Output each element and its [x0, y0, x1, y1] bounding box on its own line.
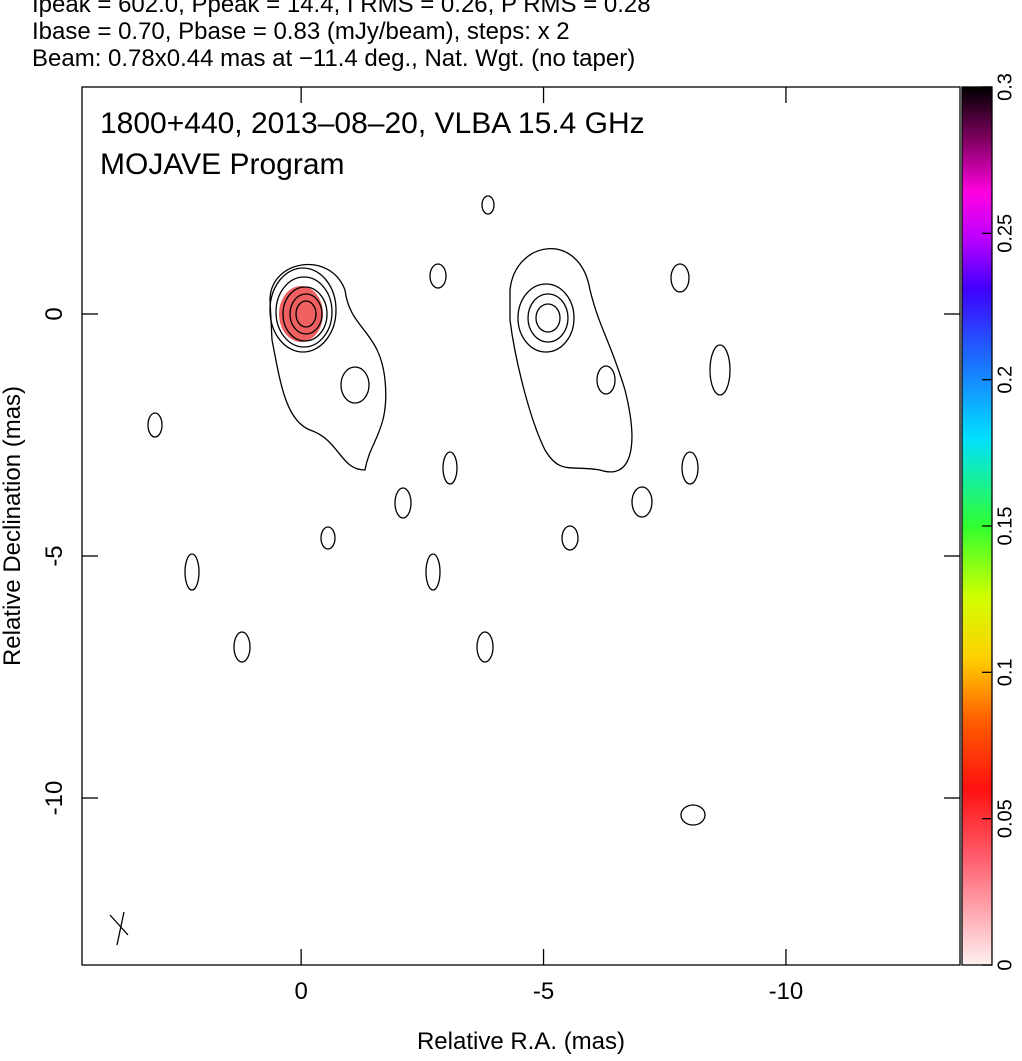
- annotation: MOJAVE Program: [100, 148, 345, 181]
- colorbar-tick-label: 0: [994, 959, 1016, 970]
- contour: [481, 195, 495, 215]
- beam: [109, 914, 129, 936]
- contour: [527, 293, 569, 343]
- header-line: Beam: 0.78x0.44 mas at −11.4 deg., Nat. …: [32, 45, 635, 72]
- colorbar-tick-label: 0.25: [994, 214, 1016, 253]
- y-axis-label: Relative Declination (mas): [0, 386, 26, 666]
- x-tick-label: 0: [294, 978, 307, 1005]
- header-line: Ipeak = 602.0, Ppeak = 14.4, I RMS = 0.2…: [32, 0, 651, 18]
- contour: [681, 451, 699, 485]
- polarization-patch: [279, 286, 323, 342]
- contours: [109, 195, 731, 946]
- contour: [269, 263, 387, 471]
- contour: [535, 303, 561, 333]
- contour: [184, 553, 200, 591]
- contour: [596, 365, 616, 395]
- contour: [275, 276, 333, 348]
- contour: [425, 553, 441, 591]
- contour: [517, 283, 575, 353]
- contour: [295, 300, 317, 328]
- contour: [289, 293, 323, 335]
- y-tick-label: -10: [41, 781, 68, 816]
- annotation: 1800+440, 2013–08–20, VLBA 15.4 GHz: [100, 107, 645, 140]
- contour: [476, 631, 494, 663]
- colorbar-tick-label: 0.15: [994, 507, 1016, 546]
- contour: [631, 486, 653, 518]
- contour: [282, 286, 328, 342]
- colorbar-tick-label: 0.3: [994, 73, 1016, 101]
- contour: [147, 412, 163, 438]
- contour: [670, 263, 690, 293]
- contour: [561, 525, 579, 551]
- contour: [429, 263, 447, 289]
- contour: [394, 487, 412, 519]
- x-tick-label: -5: [533, 978, 554, 1005]
- contour: [509, 248, 633, 473]
- contour: [442, 451, 458, 485]
- beam: [116, 911, 125, 946]
- header-line: Ibase = 0.70, Pbase = 0.83 (mJy/beam), s…: [32, 18, 570, 45]
- x-tick-label: -10: [769, 978, 804, 1005]
- contour: [320, 526, 336, 550]
- contour: [340, 366, 370, 404]
- y-tick-label: -5: [41, 545, 68, 566]
- colorbar-tick-label: 0.2: [994, 366, 1016, 394]
- contour: [680, 804, 706, 826]
- plot-frame: [81, 86, 961, 966]
- x-axis-label: Relative R.A. (mas): [417, 1028, 625, 1055]
- y-tick-label: 0: [41, 307, 68, 320]
- contour: [233, 631, 251, 663]
- colorbar-tick-label: 0.05: [994, 799, 1016, 838]
- contour: [709, 344, 731, 396]
- colorbar-tick-label: 0.1: [994, 658, 1016, 686]
